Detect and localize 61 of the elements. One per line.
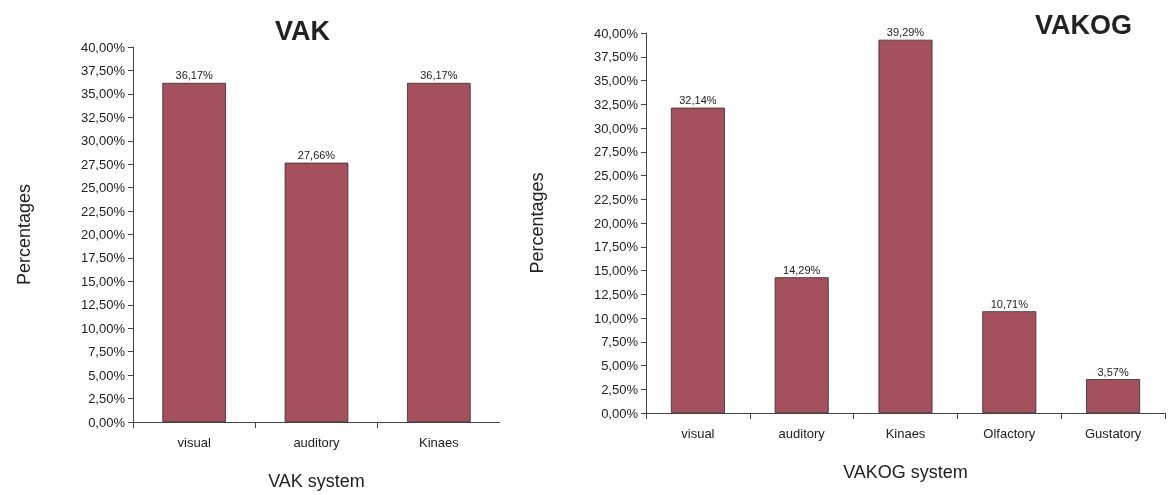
data-label: 32,14%: [679, 94, 717, 107]
bar: [1086, 379, 1141, 413]
y-tick-label: 15,00%: [80, 273, 126, 289]
data-label: 39,29%: [886, 26, 925, 39]
y-tick-label: 32,50%: [593, 96, 639, 112]
data-label: 3,57%: [1097, 365, 1129, 378]
y-tick-label: 12,50%: [80, 297, 126, 313]
bar: [982, 311, 1037, 413]
y-tick-label: 25,00%: [80, 180, 126, 196]
x-tick-label: Olfactory: [983, 426, 1036, 441]
y-tick-label: 27,50%: [80, 156, 126, 172]
y-tick-label: 35,00%: [80, 86, 126, 102]
data-label: 14,29%: [783, 263, 821, 276]
y-tick-label: 7,50%: [601, 334, 639, 350]
y-tick-label: 30,00%: [593, 120, 639, 136]
y-tick-label: 22,50%: [80, 203, 126, 219]
y-tick-label: 25,00%: [593, 168, 639, 183]
x-tick-label: auditory: [293, 435, 341, 450]
y-axis-title: Percentages: [14, 183, 34, 286]
bar: [670, 107, 725, 413]
data-label: 10,71%: [990, 297, 1029, 310]
x-tick-label: visual: [681, 426, 715, 441]
y-tick-label: 37,50%: [593, 49, 639, 65]
y-tick-label: 5,00%: [601, 358, 639, 373]
y-tick-label: 17,50%: [593, 239, 639, 255]
y-tick-label: 35,00%: [593, 73, 639, 88]
bar: [774, 277, 829, 413]
x-tick-label: auditory: [778, 426, 826, 441]
y-tick-label: 22,50%: [593, 191, 639, 207]
x-axis-title: VAK system: [268, 471, 365, 491]
y-tick-label: 20,00%: [593, 215, 639, 231]
y-axis-title: Percentages: [527, 172, 547, 274]
x-tick-label: visual: [177, 435, 211, 450]
y-tick-label: 15,00%: [593, 263, 639, 278]
chart-title: VAKOG: [1035, 9, 1133, 40]
x-tick-label: Gustatory: [1084, 426, 1142, 441]
y-tick-label: 0,00%: [601, 405, 639, 421]
y-tick-label: 40,00%: [593, 25, 639, 41]
y-tick-label: 27,50%: [593, 144, 639, 160]
y-tick-label: 37,50%: [80, 62, 126, 78]
x-tick-label: Kinaes: [885, 426, 926, 441]
y-tick-label: 5,00%: [88, 367, 126, 383]
y-tick-label: 17,50%: [80, 250, 126, 266]
y-tick-label: 40,00%: [80, 39, 126, 55]
y-tick-label: 30,00%: [80, 133, 126, 149]
data-label: 36,17%: [175, 69, 214, 82]
y-tick-label: 2,50%: [601, 381, 639, 397]
y-tick-label: 10,00%: [80, 320, 126, 336]
chart-title: VAK: [275, 15, 331, 46]
y-tick-label: 7,50%: [88, 344, 126, 360]
bar: [878, 39, 933, 413]
y-tick-label: 12,50%: [593, 286, 639, 302]
y-tick-label: 2,50%: [88, 391, 126, 407]
data-label: 36,17%: [420, 69, 458, 82]
x-tick-label: Kinaes: [418, 435, 460, 450]
y-tick-label: 20,00%: [80, 227, 126, 242]
y-tick-label: 32,50%: [80, 109, 126, 125]
data-label: 27,66%: [297, 149, 336, 162]
y-tick-label: 0,00%: [88, 414, 126, 430]
y-tick-label: 10,00%: [593, 310, 639, 326]
x-axis-title: VAKOG system: [843, 462, 968, 482]
